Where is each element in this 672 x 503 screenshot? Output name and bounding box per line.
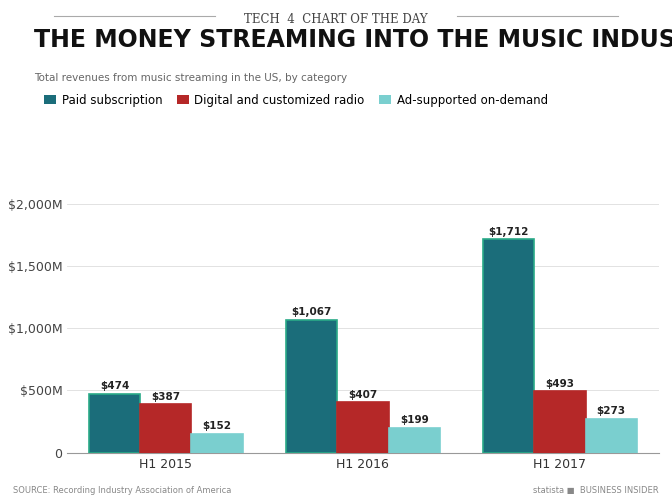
Legend: Paid subscription, Digital and customized radio, Ad-supported on-demand: Paid subscription, Digital and customize…: [40, 89, 552, 111]
Bar: [585, 418, 637, 453]
Text: TECH  4  CHART OF THE DAY: TECH 4 CHART OF THE DAY: [244, 13, 428, 26]
Bar: [534, 391, 585, 453]
Text: $199: $199: [400, 415, 429, 426]
Text: $387: $387: [151, 392, 180, 402]
Text: $152: $152: [202, 422, 232, 431]
Text: $407: $407: [348, 389, 378, 399]
Text: $273: $273: [597, 406, 626, 416]
Bar: [286, 320, 337, 453]
Text: THE MONEY STREAMING INTO THE MUSIC INDUSTRY: THE MONEY STREAMING INTO THE MUSIC INDUS…: [34, 28, 672, 52]
Bar: [483, 239, 534, 453]
Text: $493: $493: [546, 379, 575, 389]
Text: Total revenues from music streaming in the US, by category: Total revenues from music streaming in t…: [34, 73, 347, 83]
Text: $1,712: $1,712: [489, 227, 529, 237]
Text: SOURCE: Recording Industry Association of America: SOURCE: Recording Industry Association o…: [13, 486, 232, 495]
Bar: [337, 402, 388, 453]
Text: $1,067: $1,067: [292, 307, 332, 317]
Bar: [192, 434, 243, 453]
Bar: [140, 404, 192, 453]
Bar: [89, 394, 140, 453]
Text: $474: $474: [100, 381, 129, 391]
Text: statista ■  BUSINESS INSIDER: statista ■ BUSINESS INSIDER: [533, 486, 659, 495]
Bar: [388, 428, 439, 453]
